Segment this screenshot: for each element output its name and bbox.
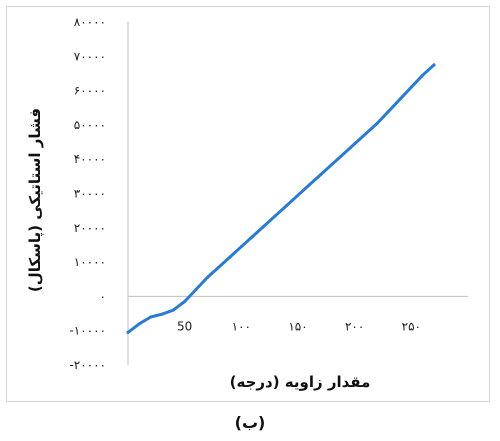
- series-point: [137, 322, 141, 326]
- series-point: [285, 204, 289, 208]
- series-point: [205, 276, 209, 280]
- y-tick-label: ۱۰۰۰۰: [74, 255, 106, 269]
- series-point: [149, 315, 153, 319]
- series-point: [217, 265, 221, 269]
- series-point: [409, 85, 413, 89]
- series-point: [330, 162, 334, 166]
- series-point: [398, 97, 402, 101]
- y-tick-label: ۳۰۰۰۰: [74, 187, 106, 201]
- y-tick-label: ۴۰۰۰۰: [74, 152, 106, 166]
- series-point: [251, 234, 255, 238]
- y-tick-label: ۷۰۰۰۰: [74, 49, 106, 63]
- x-tick-label: ۱۰۰: [232, 319, 251, 333]
- y-tick-label: ۶۰۰۰۰: [74, 84, 106, 98]
- series-point: [126, 330, 130, 334]
- x-tick-label: ۲۵۰: [402, 319, 421, 333]
- y-tick-label: ۰: [100, 289, 106, 303]
- y-tick-label: ۵۰۰۰۰: [74, 118, 106, 132]
- y-axis-title: فشار استاتیکی (پاسکال): [26, 108, 45, 292]
- chart-frame: [6, 6, 490, 402]
- y-tick-label: -۱۰۰۰۰: [69, 324, 106, 338]
- figure-caption: (ب): [235, 413, 266, 432]
- y-tick-label: ۸۰۰۰۰: [74, 15, 106, 29]
- series-point: [262, 224, 266, 228]
- series-point: [421, 73, 425, 77]
- series-point: [228, 255, 232, 259]
- series-point: [432, 63, 436, 67]
- series-point: [160, 312, 164, 316]
- x-tick-label: ۱۵۰: [288, 319, 307, 333]
- x-tick-labels: 50 ۱۰۰ ۱۵۰ ۲۰۰ ۲۵۰: [177, 319, 421, 333]
- series-point: [353, 142, 357, 146]
- series-points: [126, 63, 436, 334]
- series-point: [194, 288, 198, 292]
- series-point: [239, 245, 243, 249]
- series-point: [183, 300, 187, 304]
- series-point: [273, 214, 277, 218]
- series-point: [387, 109, 391, 113]
- series-point: [375, 121, 379, 125]
- series-point: [319, 173, 323, 177]
- series-point: [364, 131, 368, 135]
- y-tick-labels: ۸۰۰۰۰ ۷۰۰۰۰ ۶۰۰۰۰ ۵۰۰۰۰ ۴۰۰۰۰ ۳۰۰۰۰ ۲۰۰۰۰ ۱۰۰۰۰…: [69, 15, 106, 372]
- x-tick-label: 50: [177, 319, 192, 333]
- series-point: [307, 183, 311, 187]
- y-tick-label: ۲۰۰۰۰: [74, 221, 106, 235]
- x-axis-title: مقدار زاویه (درجه): [230, 373, 371, 391]
- series-point: [171, 308, 175, 312]
- y-tick-label: -۲۰۰۰۰: [69, 358, 106, 372]
- x-tick-label: ۲۰۰: [345, 319, 364, 333]
- series-point: [341, 152, 345, 156]
- plot-area: [126, 22, 468, 365]
- series-point: [296, 193, 300, 197]
- series-line: [126, 63, 436, 334]
